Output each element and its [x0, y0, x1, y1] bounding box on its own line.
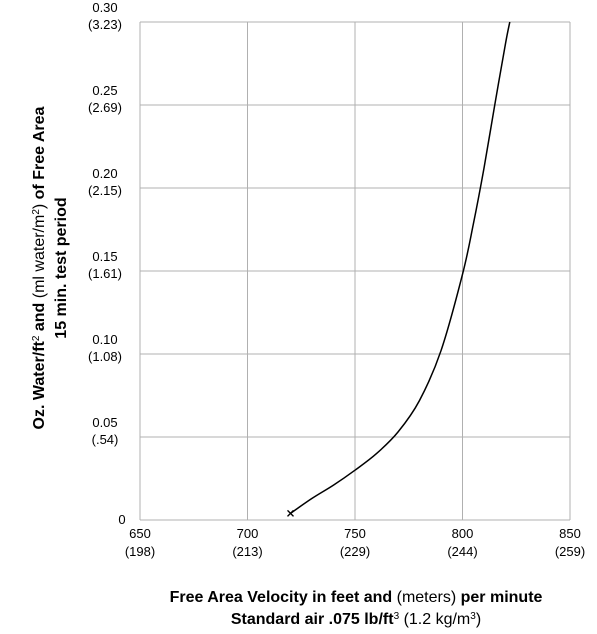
x-axis-label-line2: Standard air .075 lb/ft3 (1.2 kg/m3) — [231, 611, 481, 629]
x-tick-sublabel: (213) — [232, 544, 262, 559]
y-tick-5: 0.25 (2.69) — [88, 83, 122, 115]
y-tick-label: 0 — [118, 512, 125, 527]
x-tick-4: 850 (259) — [555, 526, 585, 559]
x-tick-label: 700 — [237, 526, 259, 541]
y-tick-sublabel: (2.15) — [88, 183, 122, 198]
x-tick-sublabel: (244) — [447, 544, 477, 559]
y-tick-label: 0.05 — [92, 415, 117, 430]
start-marker — [287, 509, 294, 517]
x-axis-label-line1: Free Area Velocity in feet and (meters) … — [170, 589, 543, 606]
y-tick-sublabel: (1.61) — [88, 266, 122, 281]
chart-series — [287, 21, 511, 517]
y-tick-6: 0.30 (3.23) — [88, 0, 122, 32]
y-tick-label: 0.25 — [92, 83, 117, 98]
x-tick-sublabel: (198) — [125, 544, 155, 559]
x-tick-label: 800 — [452, 526, 474, 541]
x-tick-label: 750 — [344, 526, 366, 541]
x-tick-1: 700 (213) — [232, 526, 262, 559]
y-tick-1: 0.05 (.54) — [92, 415, 119, 447]
y-tick-sublabel: (2.69) — [88, 100, 122, 115]
y-tick-label: 0.15 — [92, 249, 117, 264]
y-tick-sublabel: (1.08) — [88, 349, 122, 364]
y-tick-labels: 0 0.05 (.54) 0.10 (1.08) 0.15 (1.61) 0.20 (2.15)… — [88, 0, 126, 527]
x-tick-labels: 650 (198) 700 (213) 750 (229) 800 (244) 850 (259) — [125, 526, 585, 559]
x-tick-3: 800 (244) — [447, 526, 477, 559]
x-tick-sublabel: (229) — [340, 544, 370, 559]
x-tick-label: 650 — [129, 526, 151, 541]
chart-grid — [139, 21, 571, 521]
y-tick-0: 0 — [118, 512, 125, 527]
y-axis-label: Oz. Water/ft2 and (ml water/m2) of Free … — [31, 106, 71, 429]
y-tick-sublabel: (.54) — [92, 432, 119, 447]
y-tick-label: 0.30 — [92, 0, 117, 15]
x-axis-label: Free Area Velocity in feet and (meters) … — [170, 589, 543, 628]
x-tick-2: 750 (229) — [340, 526, 370, 559]
y-tick-4: 0.20 (2.15) — [88, 166, 122, 198]
series-line-0 — [290, 21, 511, 514]
y-tick-sublabel: (3.23) — [88, 17, 122, 32]
y-axis-label-line1: Oz. Water/ft2 and (ml water/m2) of Free … — [31, 106, 49, 429]
x-tick-sublabel: (259) — [555, 544, 585, 559]
y-tick-3: 0.15 (1.61) — [88, 249, 122, 281]
y-tick-2: 0.10 (1.08) — [88, 332, 122, 364]
y-axis-label-line2: 15 min. test period — [53, 197, 70, 338]
x-tick-0: 650 (198) — [125, 526, 155, 559]
y-tick-label: 0.20 — [92, 166, 117, 181]
x-tick-label: 850 — [559, 526, 581, 541]
y-tick-label: 0.10 — [92, 332, 117, 347]
